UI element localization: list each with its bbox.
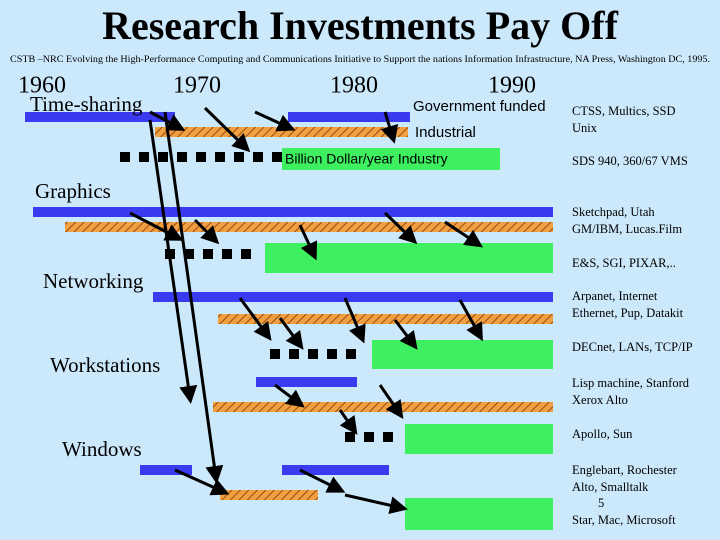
transfer-square [222, 249, 232, 259]
arrow [298, 224, 318, 261]
transfer-square [327, 349, 337, 359]
transfer-square [120, 152, 130, 162]
labels: Research Investments Pay Off CSTB –NRC Ev… [10, 3, 710, 527]
transfer-square [203, 249, 213, 259]
tracks [25, 112, 553, 530]
arrow [393, 319, 418, 350]
topic-note: Alto, Smalltalk [572, 480, 649, 494]
topic-note: Englebart, Rochester [572, 463, 678, 477]
transfer-square [196, 152, 206, 162]
industrial-bar [155, 127, 408, 137]
arrow [238, 297, 272, 341]
source: CSTB –NRC Evolving the High-Performance … [10, 54, 710, 64]
arrow [148, 119, 198, 404]
transfer-square [272, 152, 282, 162]
topic-label: Networking [43, 269, 144, 293]
topic-note: Star, Mac, Microsoft [572, 513, 676, 527]
arrow [344, 493, 408, 515]
topic-note: Ethernet, Pup, Datakit [572, 306, 684, 320]
topic-note: E&S, SGI, PIXAR,.. [572, 256, 676, 270]
arrow [299, 468, 346, 493]
government-bar [256, 377, 357, 387]
decade: 1960 [18, 73, 66, 99]
transfer-square [270, 349, 280, 359]
billion-box [282, 148, 500, 170]
transfer-square [289, 349, 299, 359]
topic-note: Arpanet, Internet [572, 289, 658, 303]
topic-note: Lisp machine, Stanford [572, 376, 690, 390]
arrow [458, 299, 483, 342]
government-bar [153, 292, 553, 302]
transfer-square [345, 432, 355, 442]
arrow [383, 211, 418, 245]
legend-industrial: Industrial [415, 124, 476, 141]
industrial-bar [220, 490, 318, 500]
transfer-square [383, 432, 393, 442]
legend-billion: Billion Dollar/year Industry [285, 151, 448, 167]
government-bar [282, 465, 389, 475]
arrow [163, 111, 224, 484]
government-bar [33, 207, 553, 217]
arrow [378, 384, 404, 419]
arrow [254, 110, 296, 132]
arrow [338, 409, 358, 435]
decade: 1980 [330, 73, 378, 99]
topic-note: Xerox Alto [572, 393, 628, 407]
arrow [129, 211, 184, 241]
topic-label: Time-sharing [30, 92, 143, 116]
decade: 1970 [173, 73, 221, 99]
decade: 1990 [488, 73, 536, 99]
topic-note: DECnet, LANs, TCP/IP [572, 340, 693, 354]
arrow [174, 468, 230, 496]
industrial-bar [218, 314, 553, 324]
transfer-square [346, 349, 356, 359]
topic-note: Unix [572, 121, 598, 135]
transfer-square [177, 152, 187, 162]
arrow [278, 317, 304, 350]
arrow [193, 218, 220, 245]
billion-box [405, 424, 553, 454]
transfer-square [139, 152, 149, 162]
transfer-square [158, 152, 168, 162]
arrow [343, 297, 366, 344]
topic-label: Graphics [35, 179, 111, 203]
arrow [203, 106, 251, 153]
billion-box [405, 498, 553, 530]
topic-note: Sketchpad, Utah [572, 205, 655, 219]
government-bar [288, 112, 410, 122]
government-bar [25, 112, 175, 122]
arrow [444, 220, 483, 248]
transfer-square [184, 249, 194, 259]
transfer-square [364, 432, 374, 442]
industrial-bar [213, 402, 553, 412]
page-number: 5 [598, 496, 604, 510]
topic-note: CTSS, Multics, SSD [572, 104, 676, 118]
title: Research Investments Pay Off [102, 3, 619, 48]
legend-government: Government funded [413, 98, 546, 115]
government-bar [140, 465, 192, 475]
arrows [129, 106, 483, 515]
billion-box [265, 243, 553, 273]
transfer-square [234, 152, 244, 162]
industrial-bar [65, 222, 553, 232]
topic-note: GM/IBM, Lucas.Film [572, 222, 682, 236]
billion-box [372, 340, 553, 369]
topic-label: Windows [62, 437, 142, 461]
topic-note: Apollo, Sun [572, 427, 633, 441]
topic-label: Workstations [50, 353, 160, 377]
transfer-square [308, 349, 318, 359]
arrow [380, 111, 399, 144]
transfer-square [215, 152, 225, 162]
transfer-square [253, 152, 263, 162]
arrow [274, 383, 305, 408]
transfer-square [241, 249, 251, 259]
topic-note: SDS 940, 360/67 VMS [572, 154, 688, 168]
